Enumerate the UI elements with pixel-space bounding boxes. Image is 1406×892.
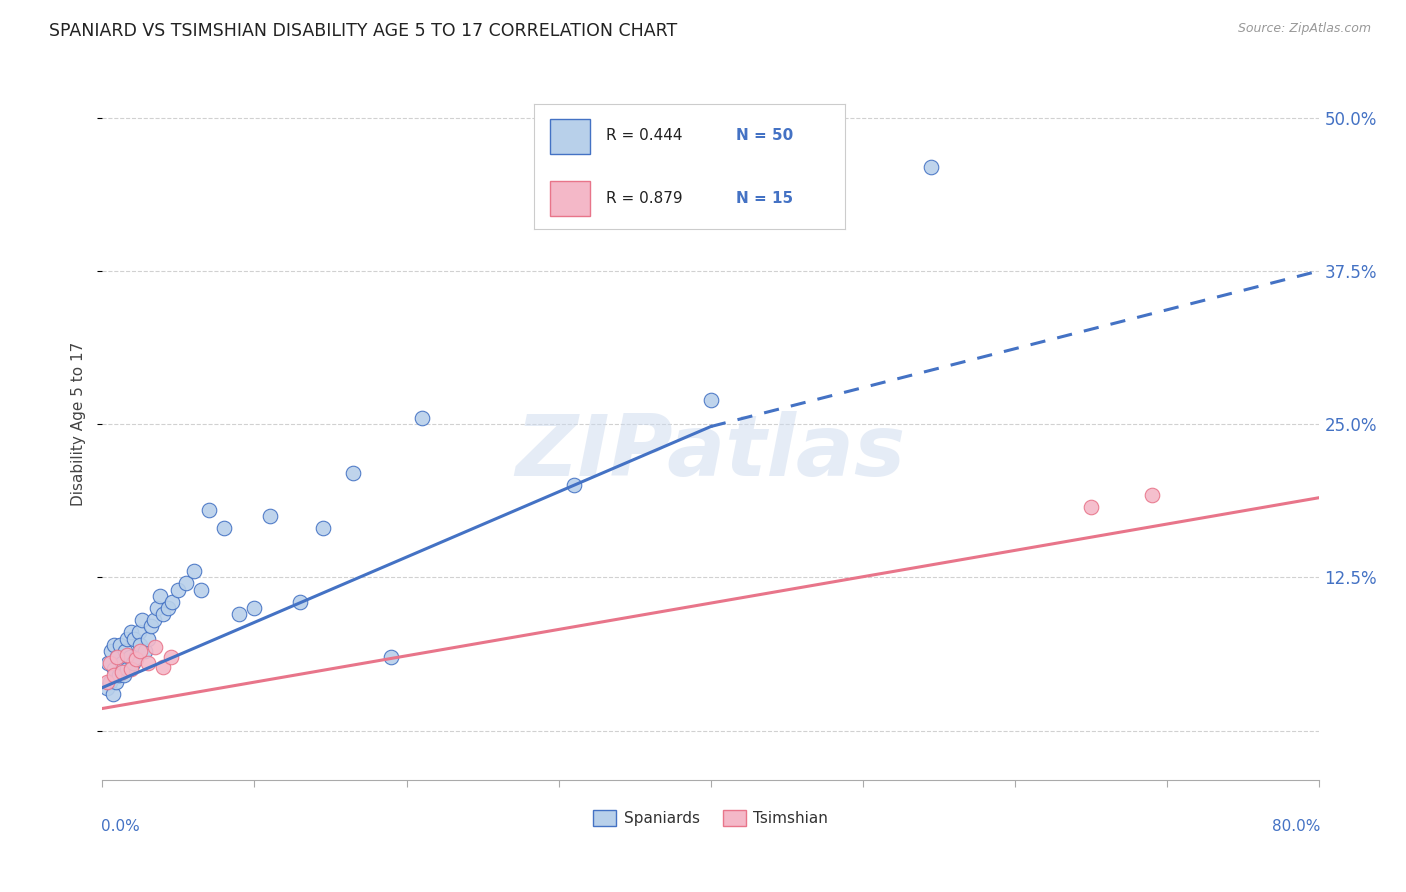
- Point: [122, 632, 145, 646]
- Point: [103, 638, 125, 652]
- Point: [131, 613, 153, 627]
- Text: Source: ZipAtlas.com: Source: ZipAtlas.com: [1237, 22, 1371, 36]
- Point: [98, 656, 121, 670]
- Y-axis label: Disability Age 5 to 17: Disability Age 5 to 17: [72, 342, 86, 506]
- Point: [228, 607, 250, 621]
- Point: [104, 674, 127, 689]
- Point: [125, 650, 148, 665]
- Point: [98, 674, 121, 689]
- Point: [380, 650, 402, 665]
- Point: [121, 656, 143, 670]
- Text: 80.0%: 80.0%: [1272, 819, 1320, 834]
- Point: [129, 644, 152, 658]
- Point: [190, 582, 212, 597]
- Point: [562, 478, 585, 492]
- Point: [136, 632, 159, 646]
- Point: [212, 521, 235, 535]
- Point: [111, 665, 134, 679]
- Point: [160, 595, 183, 609]
- Point: [115, 632, 138, 646]
- Point: [1140, 488, 1163, 502]
- Point: [110, 638, 132, 652]
- Point: [243, 601, 266, 615]
- Point: [96, 681, 118, 695]
- Point: [134, 644, 156, 658]
- Point: [342, 466, 364, 480]
- Point: [97, 656, 120, 670]
- Point: [107, 650, 129, 665]
- Point: [128, 625, 150, 640]
- Point: [120, 662, 142, 676]
- Point: [145, 640, 167, 655]
- Point: [920, 160, 942, 174]
- Point: [259, 509, 281, 524]
- Point: [129, 638, 152, 652]
- Point: [197, 503, 219, 517]
- Point: [115, 662, 138, 676]
- Point: [700, 392, 723, 407]
- Point: [167, 582, 190, 597]
- Point: [103, 662, 125, 676]
- Point: [159, 650, 181, 665]
- Point: [156, 601, 179, 615]
- Point: [288, 595, 311, 609]
- Point: [103, 668, 125, 682]
- Point: [96, 674, 118, 689]
- Point: [149, 589, 172, 603]
- Point: [118, 650, 141, 665]
- Text: 0.0%: 0.0%: [101, 819, 139, 834]
- Point: [146, 601, 169, 615]
- Point: [1080, 500, 1102, 515]
- Point: [100, 644, 122, 658]
- Point: [114, 644, 136, 658]
- Point: [108, 668, 131, 682]
- Point: [174, 576, 197, 591]
- Legend: Spaniards, Tsimshian: Spaniards, Tsimshian: [588, 805, 834, 832]
- Point: [152, 660, 174, 674]
- Point: [142, 613, 165, 627]
- Point: [139, 619, 162, 633]
- Point: [411, 411, 433, 425]
- Point: [183, 564, 205, 578]
- Point: [115, 648, 138, 662]
- Point: [312, 521, 335, 535]
- Point: [136, 656, 159, 670]
- Point: [101, 687, 124, 701]
- Point: [112, 668, 135, 682]
- Point: [120, 625, 142, 640]
- Point: [111, 656, 134, 670]
- Point: [107, 650, 129, 665]
- Text: SPANIARD VS TSIMSHIAN DISABILITY AGE 5 TO 17 CORRELATION CHART: SPANIARD VS TSIMSHIAN DISABILITY AGE 5 T…: [49, 22, 678, 40]
- Point: [125, 652, 148, 666]
- Point: [152, 607, 174, 621]
- Text: ZIPatlas: ZIPatlas: [516, 411, 905, 494]
